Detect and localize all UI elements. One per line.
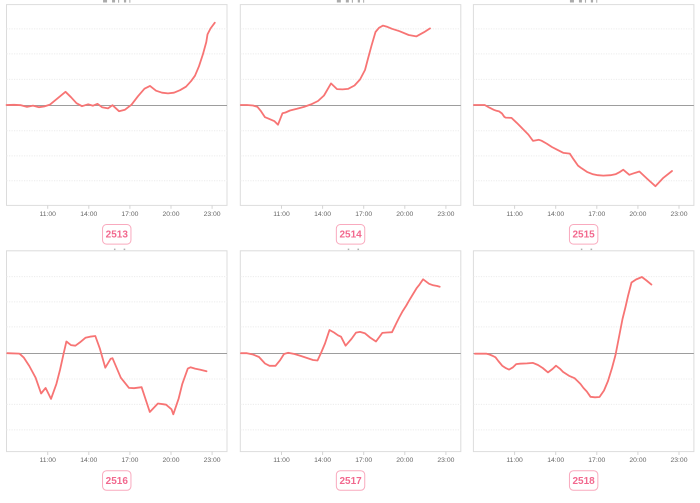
svg-text:11:00: 11:00 bbox=[39, 457, 56, 464]
svg-text:23:00: 23:00 bbox=[437, 457, 454, 464]
svg-text:17:00: 17:00 bbox=[355, 457, 372, 464]
svg-text:2516: 2516 bbox=[106, 476, 129, 487]
svg-text:14:00: 14:00 bbox=[80, 457, 97, 464]
svg-text:11:00: 11:00 bbox=[39, 211, 56, 218]
svg-text:23:00: 23:00 bbox=[204, 457, 221, 464]
svg-text:17:00: 17:00 bbox=[355, 211, 372, 218]
svg-text:20:00: 20:00 bbox=[629, 211, 646, 218]
svg-text:17:00: 17:00 bbox=[588, 457, 605, 464]
svg-text:20:00: 20:00 bbox=[629, 457, 646, 464]
svg-text:2518: 2518 bbox=[572, 476, 595, 487]
svg-text:23:00: 23:00 bbox=[204, 211, 221, 218]
svg-text:17:00: 17:00 bbox=[588, 211, 605, 218]
svg-text:14:00: 14:00 bbox=[547, 457, 564, 464]
svg-text:20:00: 20:00 bbox=[162, 211, 179, 218]
svg-text:2513: 2513 bbox=[106, 230, 129, 241]
svg-text:2514: 2514 bbox=[339, 230, 362, 241]
svg-text:20:00: 20:00 bbox=[396, 211, 413, 218]
svg-text:14:00: 14:00 bbox=[314, 211, 331, 218]
svg-text:23:00: 23:00 bbox=[670, 211, 687, 218]
svg-text:17:00: 17:00 bbox=[121, 211, 138, 218]
svg-text:23:00: 23:00 bbox=[437, 211, 454, 218]
svg-text:11:00: 11:00 bbox=[273, 457, 290, 464]
svg-text:11:00: 11:00 bbox=[273, 211, 290, 218]
svg-text:20:00: 20:00 bbox=[162, 457, 179, 464]
svg-text:14:00: 14:00 bbox=[314, 457, 331, 464]
svg-text:20:00: 20:00 bbox=[396, 457, 413, 464]
svg-text:2517: 2517 bbox=[339, 476, 362, 487]
svg-text:23:00: 23:00 bbox=[670, 457, 687, 464]
svg-text:14:00: 14:00 bbox=[80, 211, 97, 218]
svg-text:14:00: 14:00 bbox=[547, 211, 564, 218]
svg-text:17:00: 17:00 bbox=[121, 457, 138, 464]
svg-text:11:00: 11:00 bbox=[506, 457, 523, 464]
svg-text:2515: 2515 bbox=[572, 230, 595, 241]
svg-text:11:00: 11:00 bbox=[506, 211, 523, 218]
